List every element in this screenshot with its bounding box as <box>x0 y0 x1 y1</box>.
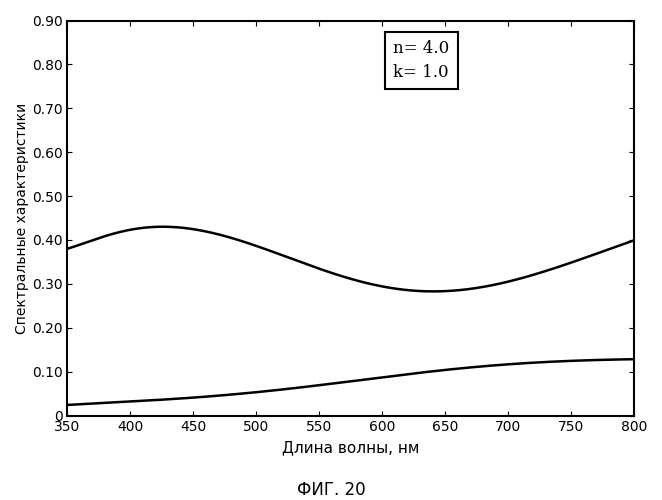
Text: n= 4.0
k= 1.0: n= 4.0 k= 1.0 <box>393 40 449 81</box>
X-axis label: Длина волны, нм: Длина волны, нм <box>282 440 419 455</box>
Y-axis label: Спектральные характеристики: Спектральные характеристики <box>15 102 29 334</box>
Text: ФИГ. 20: ФИГ. 20 <box>297 481 365 499</box>
